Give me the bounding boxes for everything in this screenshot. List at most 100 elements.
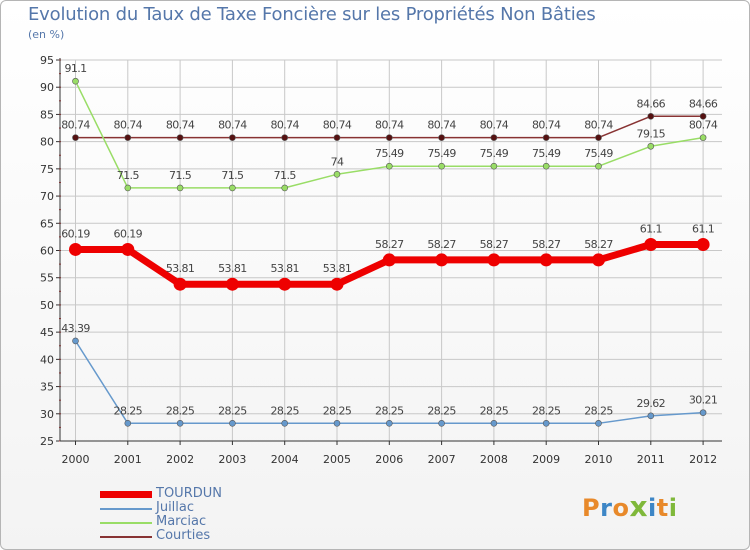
- data-label-juillac: 28.25: [114, 404, 143, 417]
- legend-item-tourdun: TOURDUN: [100, 486, 300, 502]
- data-label-tourdun: 58.27: [427, 238, 456, 251]
- point-juillac: [438, 420, 445, 427]
- y-tick-label: 60: [40, 245, 54, 258]
- point-juillac: [595, 420, 602, 427]
- point-juillac: [542, 420, 550, 427]
- data-label-juillac: 30.21: [689, 394, 718, 407]
- legend-item-juillac: Juillac: [100, 500, 300, 516]
- data-label-juillac: 28.25: [427, 404, 456, 417]
- data-label-courties: 80.74: [480, 119, 509, 132]
- point-tourdun: [539, 253, 553, 267]
- point-marciac: [333, 171, 341, 178]
- point-juillac: [699, 409, 707, 416]
- point-tourdun: [121, 242, 135, 256]
- logo-letter: o: [612, 494, 630, 522]
- y-tick-label: 90: [40, 81, 54, 94]
- data-label-marciac: 75.49: [375, 147, 404, 160]
- logo-letter: i: [648, 494, 657, 522]
- legend-item-marciac: Marciac: [100, 514, 300, 530]
- point-courties: [124, 134, 132, 141]
- data-label-marciac: 75.49: [584, 147, 613, 160]
- data-label-tourdun: 53.81: [323, 262, 352, 275]
- data-label-tourdun: 58.27: [480, 238, 509, 251]
- data-label-tourdun: 60.19: [61, 227, 90, 240]
- legend-label: Courties: [156, 528, 211, 543]
- data-label-courties: 80.74: [166, 119, 195, 132]
- data-label-marciac: 74: [331, 155, 344, 168]
- data-label-courties: 80.74: [375, 119, 404, 132]
- data-label-marciac: 80.74: [689, 119, 718, 132]
- x-tick-label: 2010: [585, 453, 613, 466]
- point-tourdun: [69, 242, 82, 256]
- data-label-marciac: 75.49: [532, 147, 561, 160]
- data-label-juillac: 28.25: [532, 404, 561, 417]
- data-label-juillac: 28.25: [166, 404, 195, 417]
- data-label-juillac: 28.25: [218, 404, 247, 417]
- point-courties: [647, 112, 655, 120]
- data-label-marciac: 75.49: [427, 147, 456, 160]
- point-juillac: [490, 420, 498, 427]
- x-tick-label: 2008: [480, 453, 508, 466]
- y-tick-label: 80: [40, 136, 54, 149]
- point-courties: [595, 134, 602, 141]
- legend-swatch: [100, 491, 152, 498]
- data-label-tourdun: 61.1: [640, 223, 662, 236]
- data-label-juillac: 29.62: [637, 397, 666, 410]
- y-tick-label: 35: [40, 381, 54, 394]
- point-courties: [542, 134, 550, 141]
- point-courties: [490, 134, 498, 141]
- legend-label: Juillac: [156, 500, 195, 515]
- y-tick-label: 70: [40, 190, 54, 203]
- series-points: [69, 77, 710, 427]
- x-tick-label: 2001: [114, 453, 142, 466]
- data-label-tourdun: 60.19: [114, 227, 143, 240]
- axes: 25 30 35 40 45 50 55 60 65 70 75 80 85 90 95 2000 2001 20…: [40, 54, 722, 466]
- point-tourdun: [435, 253, 449, 267]
- legend-swatch: [100, 536, 152, 538]
- data-label-marciac: 79.15: [637, 127, 666, 140]
- data-label-tourdun: 58.27: [584, 238, 613, 251]
- point-tourdun: [173, 277, 187, 291]
- data-label-marciac: 71.5: [169, 169, 192, 182]
- point-tourdun: [644, 238, 658, 252]
- data-labels: 80.74 80.74 80.74 80.74 80.74 80.74 80.74 80.74…: [61, 62, 718, 417]
- x-tick-label: 2007: [428, 453, 456, 466]
- data-label-marciac: 71.5: [221, 169, 244, 182]
- y-tick-label: 75: [40, 163, 54, 176]
- point-juillac: [385, 420, 393, 427]
- point-marciac: [699, 134, 707, 141]
- x-tick-label: 2003: [218, 453, 246, 466]
- x-tick-label: 2002: [166, 453, 194, 466]
- x-tick-label: 2009: [532, 453, 560, 466]
- legend-item-courties: Courties: [100, 528, 300, 544]
- y-tick-label: 45: [40, 326, 54, 339]
- data-label-tourdun: 61.1: [692, 223, 714, 236]
- point-marciac: [490, 162, 498, 170]
- point-tourdun: [487, 253, 501, 267]
- data-label-courties: 84.66: [637, 97, 666, 110]
- data-label-marciac: 91.1: [64, 62, 86, 75]
- data-label-courties: 80.74: [61, 119, 90, 132]
- data-label-marciac: 71.5: [274, 169, 297, 182]
- point-marciac: [229, 184, 236, 192]
- point-courties: [176, 134, 184, 141]
- logo-letter: P: [582, 494, 601, 522]
- point-courties: [438, 134, 445, 141]
- x-tick-label: 2012: [689, 453, 717, 466]
- point-juillac: [281, 420, 289, 427]
- y-tick-label: 25: [40, 435, 54, 448]
- logo-letter: i: [668, 494, 678, 522]
- point-courties: [699, 112, 707, 120]
- point-tourdun: [278, 277, 292, 291]
- point-juillac: [72, 337, 79, 345]
- data-label-juillac: 43.39: [61, 322, 90, 335]
- x-tick-label: 2005: [323, 453, 351, 466]
- y-tick-label: 40: [40, 353, 54, 366]
- point-marciac: [176, 184, 184, 192]
- y-tick-label: 85: [40, 108, 54, 121]
- y-tick-label: 30: [40, 408, 54, 421]
- point-juillac: [124, 420, 132, 427]
- data-label-juillac: 28.25: [270, 404, 299, 417]
- point-tourdun: [696, 238, 710, 252]
